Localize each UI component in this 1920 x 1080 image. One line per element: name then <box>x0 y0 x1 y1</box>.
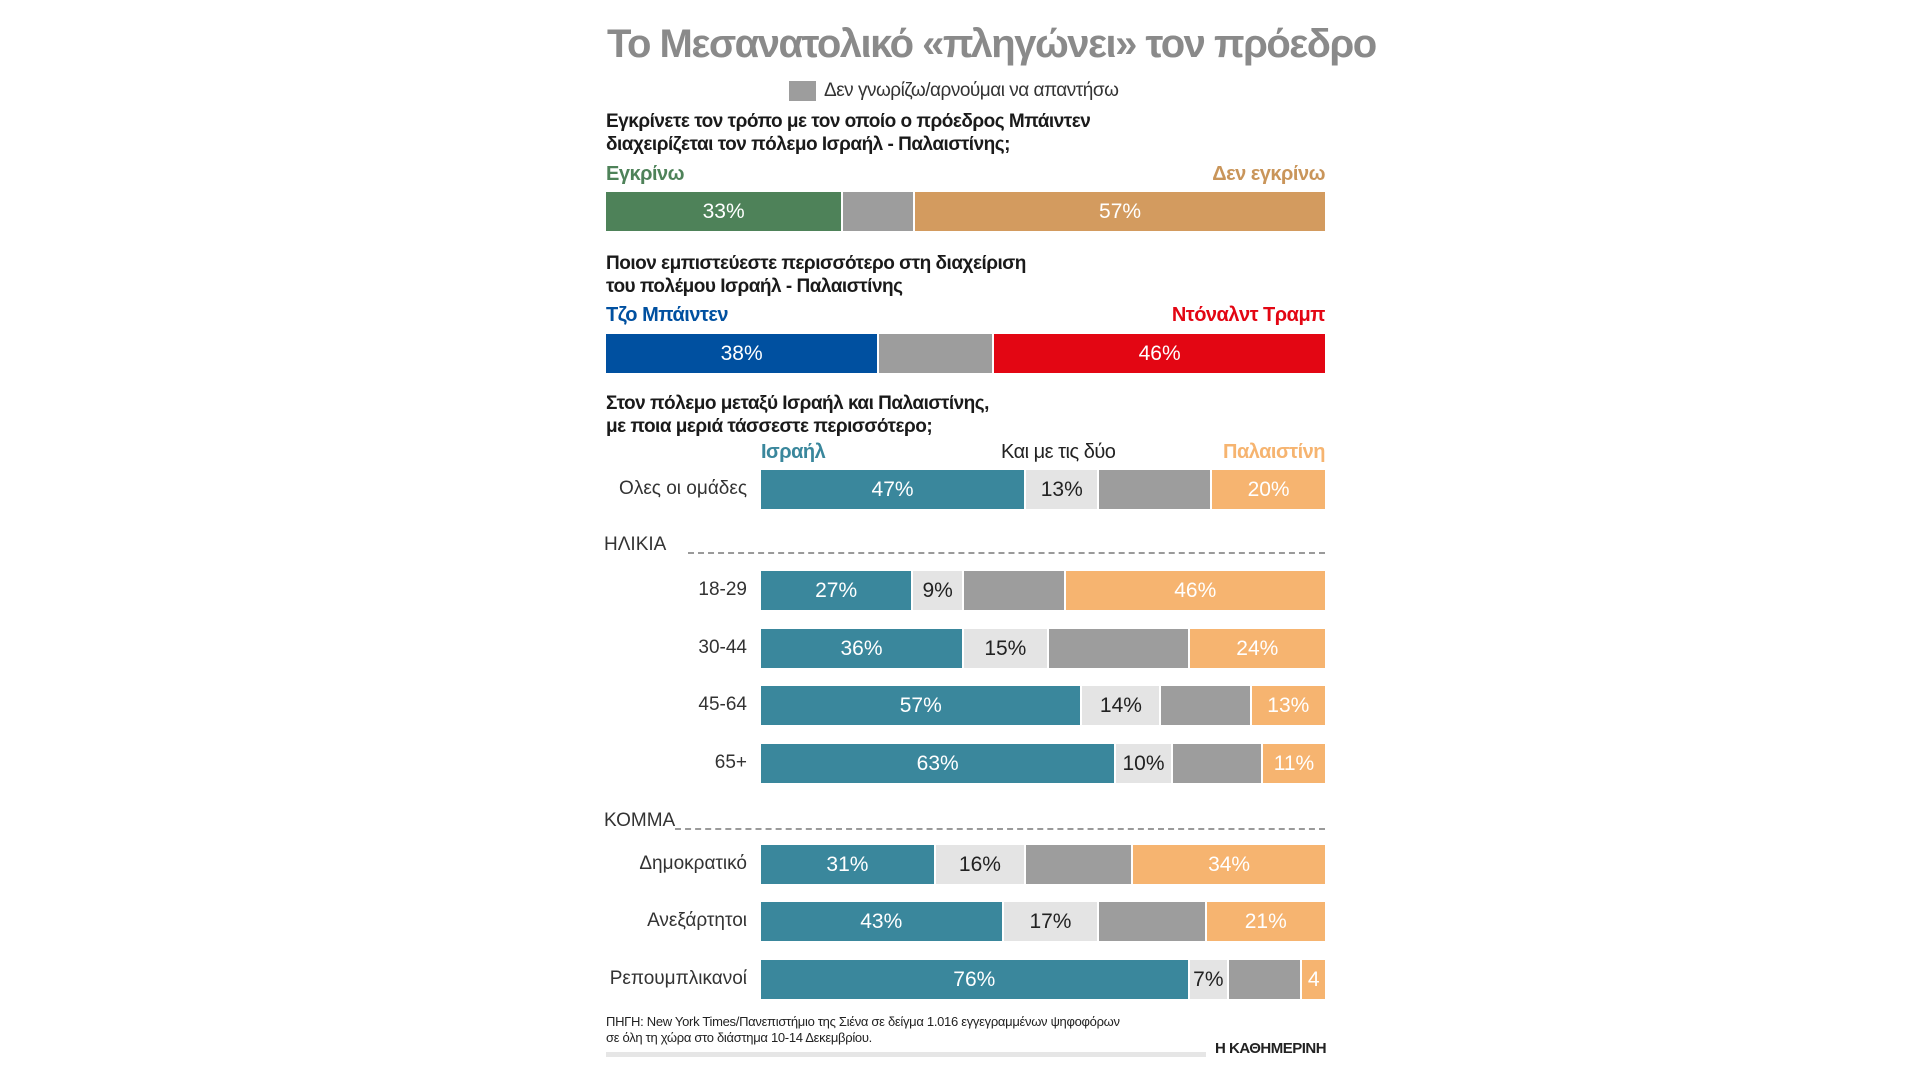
question-2: Ποιον εμπιστεύεστε περισσότερο στη διαχε… <box>606 252 1026 298</box>
bar-segment-dont-know <box>964 571 1066 610</box>
bar-segment-dont-know <box>843 192 916 231</box>
bar-segment-israel: 31% <box>761 845 936 884</box>
bar-segment-palestine: 4 <box>1302 960 1325 999</box>
legend-swatch-dont-know <box>789 81 816 101</box>
bar-segment-israel: 76% <box>761 960 1190 999</box>
question-1: Εγκρίνετε τον τρόπο με τον οποίο ο πρόεδ… <box>606 110 1091 156</box>
bar-segment-dont-know <box>879 334 995 373</box>
row-label: Ρεπουμπλικανοί <box>609 968 747 989</box>
bar-segment-disapprove: 57% <box>915 192 1325 231</box>
label-approve: Εγκρίνω <box>606 163 685 185</box>
bar-segment-both: 17% <box>1003 902 1100 941</box>
row-label: Ολες οι ομάδες <box>619 478 747 499</box>
side-bar: 36% 15% 24% <box>761 629 1325 668</box>
bar-segment-both: 10% <box>1116 744 1173 783</box>
label-biden: Τζο Μπάιντεν <box>606 304 729 326</box>
bar-segment-israel: 36% <box>761 629 965 668</box>
bar-segment-both: 16% <box>935 845 1027 884</box>
bar-segment-palestine: 34% <box>1133 845 1325 884</box>
question-2-line: Ποιον εμπιστεύεστε περισσότερο στη διαχε… <box>606 253 1026 274</box>
label-israel: Ισραήλ <box>761 441 826 463</box>
side-bar: 63% 10% 11% <box>761 744 1325 783</box>
bar-segment-both: 7% <box>1189 960 1230 999</box>
bar-segment-both: 9% <box>913 571 965 610</box>
bar-segment-dont-know <box>1099 902 1207 941</box>
bar-segment-israel: 43% <box>761 902 1004 941</box>
bar-segment-trump: 46% <box>994 334 1325 373</box>
chart-title: Το Μεσανατολικό «πληγώνει» τον πρόεδρο <box>607 22 1377 66</box>
bar-segment-both: 13% <box>1026 470 1100 509</box>
bar-segment-palestine: 21% <box>1206 902 1325 941</box>
legend: Δεν γνωρίζω/αρνούμαι να απαντήσω <box>789 80 1119 102</box>
row-label: 18-29 <box>698 579 747 600</box>
label-palestine: Παλαιστίνη <box>1223 441 1325 463</box>
legend-label: Δεν γνωρίζω/αρνούμαι να απαντήσω <box>824 80 1119 101</box>
row-label: 30-44 <box>698 637 747 658</box>
bar-segment-both: 15% <box>964 629 1049 668</box>
bar-segment-palestine: 11% <box>1262 744 1325 783</box>
bar-segment-dont-know <box>1172 744 1263 783</box>
publisher-logo: Η ΚΑΘΗΜΕΡΙΝΗ <box>1215 1040 1327 1057</box>
side-bar: 47% 13% 20% <box>761 470 1325 509</box>
bar-segment-israel: 63% <box>761 744 1117 783</box>
bar-segment-palestine: 24% <box>1189 629 1325 668</box>
row-label: 45-64 <box>698 694 747 715</box>
bar-segment-israel: 57% <box>761 686 1083 725</box>
bar-segment-dont-know <box>1026 845 1134 884</box>
trust-bar: 38% 46% <box>606 334 1325 373</box>
question-3-line: Στον πόλεμο μεταξύ Ισραήλ και Παλαιστίνη… <box>606 393 989 414</box>
footnote: ΠΗΓΗ: New York Times/Πανεπιστήμιο της Σι… <box>606 1014 1120 1046</box>
question-2-line: του πολέμου Ισραήλ - Παλαιστίνης <box>606 276 903 297</box>
row-label: Δημοκρατικό <box>639 853 747 874</box>
label-both: Και με τις δύο <box>1001 441 1116 463</box>
bar-segment-palestine: 13% <box>1251 686 1325 725</box>
footer-rule <box>606 1052 1206 1057</box>
bar-segment-palestine: 46% <box>1065 571 1325 610</box>
side-bar: 76% 7% 4 <box>761 960 1325 999</box>
bar-segment-dont-know <box>1161 686 1252 725</box>
approval-bar: 33% 57% <box>606 192 1325 231</box>
bar-segment-israel: 47% <box>761 470 1027 509</box>
section-divider <box>675 828 1325 830</box>
footnote-line: σε όλη τη χώρα στο διάστημα 10-14 Δεκεμβ… <box>606 1030 872 1045</box>
section-title: ΚΟΜΜΑ <box>604 810 676 831</box>
row-label: Ανεξάρτητοι <box>647 910 747 931</box>
side-bar: 27% 9% 46% <box>761 571 1325 610</box>
section-divider <box>688 552 1325 554</box>
side-bar: 57% 14% 13% <box>761 686 1325 725</box>
side-bar: 31% 16% 34% <box>761 845 1325 884</box>
row-label: 65+ <box>714 752 747 773</box>
question-1-line: Εγκρίνετε τον τρόπο με τον οποίο ο πρόεδ… <box>606 111 1091 132</box>
bar-segment-dont-know <box>1048 629 1190 668</box>
label-trump: Ντόναλντ Τραμπ <box>1171 304 1326 326</box>
label-disapprove: Δεν εγκρίνω <box>1212 163 1325 185</box>
bar-segment-israel: 27% <box>761 571 914 610</box>
bar-segment-approve: 33% <box>606 192 844 231</box>
bar-segment-palestine: 20% <box>1212 470 1325 509</box>
footnote-line: ΠΗΓΗ: New York Times/Πανεπιστήμιο της Σι… <box>606 1014 1120 1029</box>
bar-segment-both: 14% <box>1082 686 1162 725</box>
section-title: ΗΛΙΚΙΑ <box>604 534 667 555</box>
bar-segment-biden: 38% <box>606 334 880 373</box>
bar-segment-dont-know <box>1099 470 1213 509</box>
question-3-line: με ποια μεριά τάσσεστε περισσότερο; <box>606 416 933 437</box>
bar-segment-dont-know <box>1229 960 1303 999</box>
question-3: Στον πόλεμο μεταξύ Ισραήλ και Παλαιστίνη… <box>606 392 989 438</box>
question-1-line: διαχειρίζεται τον πόλεμο Ισραήλ - Παλαισ… <box>606 134 1010 155</box>
side-bar: 43% 17% 21% <box>761 902 1325 941</box>
